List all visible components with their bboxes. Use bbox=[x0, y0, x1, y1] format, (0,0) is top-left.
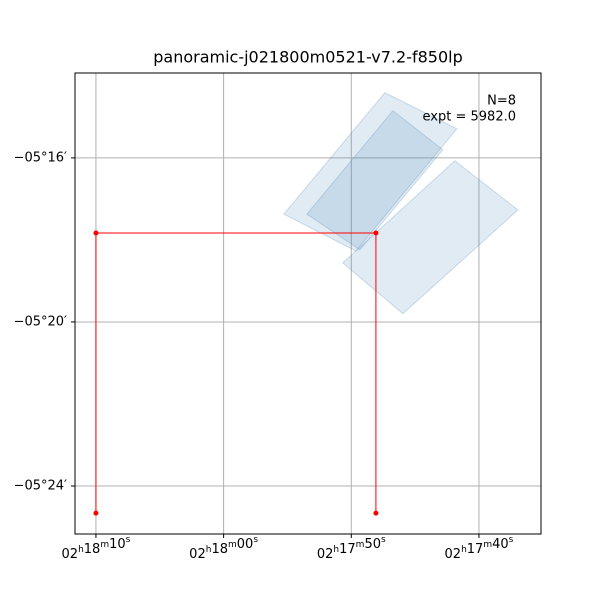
y-tick-label: −05°24′ bbox=[14, 479, 67, 494]
point bbox=[373, 230, 379, 236]
x-tick-label: 02h17m50s bbox=[317, 535, 386, 562]
annotation: N=8 bbox=[487, 94, 516, 109]
chart-title: panoramic-j021800m0521-v7.2-f850lp bbox=[153, 48, 463, 67]
point bbox=[373, 510, 379, 516]
x-tick-label: 02h18m00s bbox=[189, 535, 258, 562]
footprint bbox=[283, 92, 458, 252]
x-tick-label: 02h18m10s bbox=[62, 535, 131, 562]
y-tick-label: −05°20′ bbox=[14, 314, 67, 329]
footprint bbox=[342, 160, 519, 315]
x-tick-label: 02h17m40s bbox=[445, 535, 514, 562]
footprint bbox=[306, 110, 444, 251]
point bbox=[93, 230, 99, 236]
point bbox=[93, 510, 99, 516]
y-tick-label: −05°16′ bbox=[14, 150, 67, 165]
plot-frame bbox=[74, 72, 542, 535]
line bbox=[95, 232, 377, 514]
annotation: expt = 5982.0 bbox=[423, 110, 516, 125]
